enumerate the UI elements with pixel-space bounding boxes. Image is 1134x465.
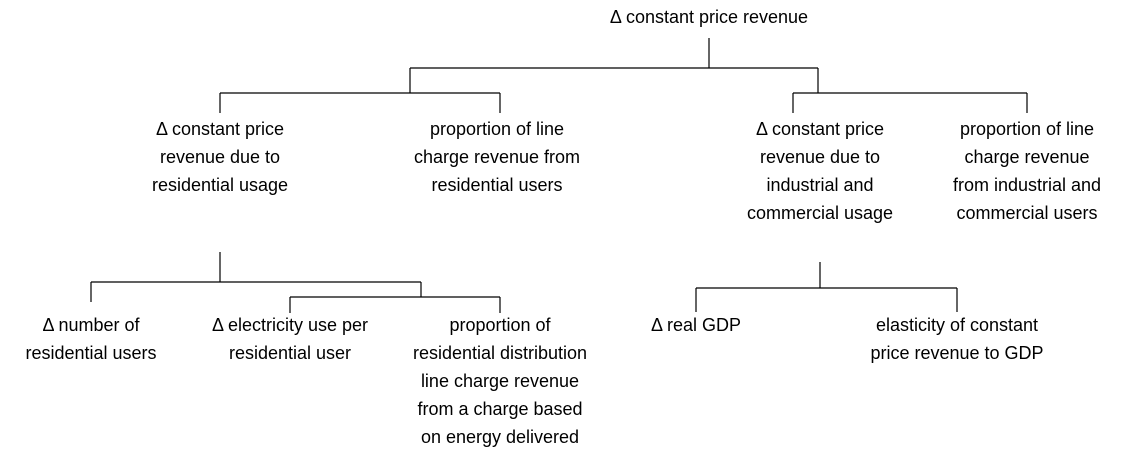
node: Δ constant price revenue due to industrial… bbox=[747, 119, 893, 223]
node: Δ real GDP bbox=[651, 315, 741, 335]
node: Δ number of residential users bbox=[25, 315, 156, 363]
node-label: industrial and bbox=[766, 175, 873, 195]
node: proportion of line charge revenue from res… bbox=[414, 119, 580, 195]
node: Δ constant price revenue due to residentia… bbox=[152, 119, 288, 195]
node-label: residential user bbox=[229, 343, 351, 363]
node-label: residential distribution bbox=[413, 343, 587, 363]
node-label: commercial usage bbox=[747, 203, 893, 223]
node-label: proportion of line bbox=[960, 119, 1094, 139]
node-label: proportion of line bbox=[430, 119, 564, 139]
node-label: Δ constant price revenue bbox=[610, 7, 808, 27]
node-label: residential usage bbox=[152, 175, 288, 195]
node-label: charge revenue bbox=[964, 147, 1089, 167]
node-label: charge revenue from bbox=[414, 147, 580, 167]
node: elasticity of constant price revenue to G… bbox=[870, 315, 1043, 363]
node-label: proportion of bbox=[449, 315, 551, 335]
node-label: price revenue to GDP bbox=[870, 343, 1043, 363]
node-label: from industrial and bbox=[953, 175, 1101, 195]
node: Δ electricity use per residential user bbox=[212, 315, 368, 363]
node-label: Δ number of bbox=[42, 315, 140, 335]
node: proportion of line charge revenue from ind… bbox=[953, 119, 1101, 223]
node-label: residential users bbox=[25, 343, 156, 363]
node-label: elasticity of constant bbox=[876, 315, 1038, 335]
node: Δ constant price revenue bbox=[610, 7, 808, 27]
node-label: Δ electricity use per bbox=[212, 315, 368, 335]
node-label: revenue due to bbox=[160, 147, 280, 167]
node-label: commercial users bbox=[956, 203, 1097, 223]
node-label: residential users bbox=[431, 175, 562, 195]
node-label: revenue due to bbox=[760, 147, 880, 167]
node-label: Δ constant price bbox=[756, 119, 884, 139]
connectors bbox=[90, 38, 1028, 313]
node-label: line charge revenue bbox=[421, 371, 579, 391]
node-label: on energy delivered bbox=[421, 427, 579, 447]
node-label: Δ real GDP bbox=[651, 315, 741, 335]
node-label: from a charge based bbox=[417, 399, 582, 419]
node: proportion of residential distribution lin… bbox=[413, 315, 587, 447]
node-label: Δ constant price bbox=[156, 119, 284, 139]
